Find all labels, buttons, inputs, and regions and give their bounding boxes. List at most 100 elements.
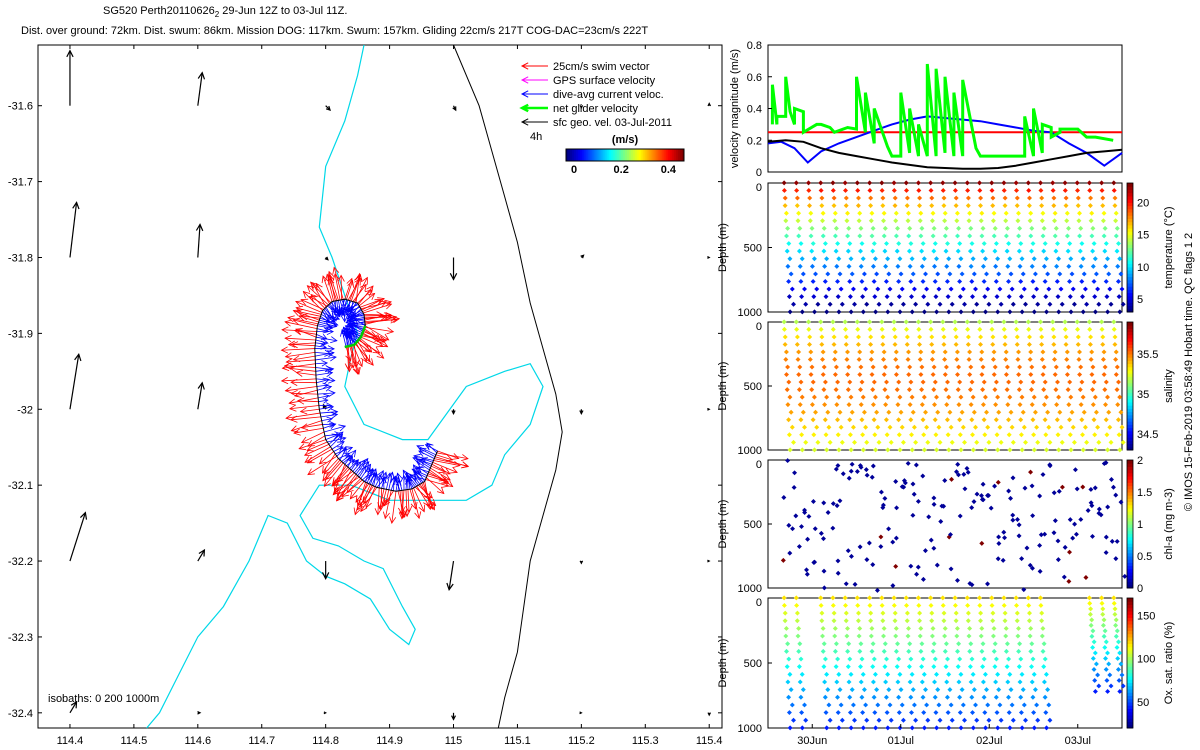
profile-data-point <box>900 717 906 723</box>
profile-data-point <box>783 625 789 631</box>
current-vector-shaft <box>411 468 428 477</box>
profile-data-point <box>854 595 860 601</box>
cbar-tick-label: 100 <box>1137 654 1155 666</box>
cbar-tick-label: 0.5 <box>1137 551 1152 563</box>
profile-data-point <box>789 702 795 708</box>
swim-vector-head <box>379 336 388 343</box>
current-vector-head <box>323 393 330 400</box>
profile-data-point <box>781 595 787 601</box>
map-x-tick-label: 115.3 <box>632 735 659 747</box>
profile-data-point <box>938 519 944 524</box>
profile-data-point <box>896 432 902 438</box>
geo-velocity-vector-head <box>452 106 457 112</box>
profile-data-point <box>1079 241 1085 247</box>
colorbar-swatch <box>660 149 663 161</box>
swim-vector-head <box>283 362 292 370</box>
profile-data-point <box>856 633 862 639</box>
profile-data-point <box>1092 309 1098 315</box>
geo-velocity-vector-shaft <box>69 701 78 714</box>
current-vector <box>342 329 351 347</box>
profile-data-point <box>783 218 789 224</box>
cbar-swatch <box>1127 354 1133 358</box>
profile-data-point <box>970 671 976 677</box>
profile-data-point <box>893 625 899 631</box>
profile-data-point <box>837 687 843 693</box>
profile-data-point <box>993 679 999 685</box>
legend-label: 25cm/s swim vector <box>553 61 650 73</box>
swim-vector-head <box>451 453 460 460</box>
cbar-swatch <box>1127 379 1133 384</box>
profile-data-point <box>906 664 912 670</box>
profile-data-point <box>971 409 977 415</box>
geo-velocity-vector-head <box>451 715 457 721</box>
swim-vector <box>355 272 363 303</box>
cbar-swatch <box>1127 253 1133 258</box>
swim-vector-shaft <box>427 475 449 483</box>
profile-data-point <box>872 432 878 438</box>
swim-vector-shaft <box>359 484 371 507</box>
profile-data-point <box>929 618 935 624</box>
colorbar-swatch <box>676 149 679 161</box>
profile-data-point <box>842 595 848 601</box>
profile-data-point <box>1114 538 1120 544</box>
profile-data-point <box>1067 517 1073 523</box>
swim-vector-head <box>384 299 392 307</box>
swim-vector-shaft <box>356 341 371 353</box>
profile-data-point <box>879 602 885 608</box>
profile-data-point <box>839 439 845 445</box>
profile-data-point <box>1120 683 1126 689</box>
profile-data-point <box>944 694 950 700</box>
profile-data-point <box>1064 349 1070 355</box>
swim-vector <box>364 312 392 321</box>
current-vector-head <box>366 469 375 477</box>
swim-vector-shaft <box>407 489 410 513</box>
current-vector-shaft <box>352 327 355 345</box>
profile-data-point <box>1039 610 1045 616</box>
profile-data-point <box>860 725 866 731</box>
profile-data-point <box>921 394 927 400</box>
profile-data-point <box>821 585 827 591</box>
profile-data-point <box>910 512 916 518</box>
profile-data-point <box>1100 622 1106 628</box>
swim-vector-head <box>450 466 458 474</box>
profile-data-point <box>1018 379 1024 385</box>
current-vector-shaft <box>348 306 361 312</box>
swim-vector-shaft <box>401 490 404 518</box>
current-vector-shaft <box>318 399 328 403</box>
swim-vector-shaft <box>336 474 357 502</box>
swim-vector-head <box>441 481 450 488</box>
profile-data-point <box>941 610 947 616</box>
profile-data-point <box>992 641 998 647</box>
swim-vector-head <box>327 273 335 282</box>
profile-data-point <box>808 349 814 355</box>
current-vector-head <box>324 349 332 357</box>
profile-data-point <box>1005 263 1011 269</box>
profile-data-point <box>797 641 803 647</box>
profile-data-point <box>1076 356 1082 362</box>
profile-data-point <box>991 625 997 631</box>
swim-vector-shaft <box>354 481 366 515</box>
profile-data-point <box>1087 326 1093 332</box>
profile-data-point <box>1030 278 1036 284</box>
profile-data-point <box>1038 326 1044 332</box>
cbar-swatch <box>1127 344 1133 349</box>
current-vector <box>374 470 384 487</box>
cbar-swatch <box>1127 469 1133 474</box>
velocity-series-line <box>767 139 1123 170</box>
profile-data-point <box>855 618 861 624</box>
colorbar-swatch <box>644 149 648 161</box>
profile-data-point <box>1105 688 1111 694</box>
profile-data-point <box>1025 180 1031 186</box>
geo-velocity-vector <box>579 409 584 415</box>
profile-data-point <box>979 648 985 654</box>
profile-data-point <box>1104 432 1110 438</box>
profile-data-point <box>1079 379 1085 385</box>
profile-data-point <box>1046 424 1052 430</box>
current-vector-shaft <box>416 445 437 456</box>
profile-data-point <box>1104 294 1110 300</box>
map-x-tick-label: 114.9 <box>376 735 403 747</box>
current-vector-head <box>332 314 340 322</box>
current-vector-shaft <box>419 447 436 458</box>
profile-data-point <box>1038 187 1044 193</box>
profile-data-point <box>980 481 986 487</box>
